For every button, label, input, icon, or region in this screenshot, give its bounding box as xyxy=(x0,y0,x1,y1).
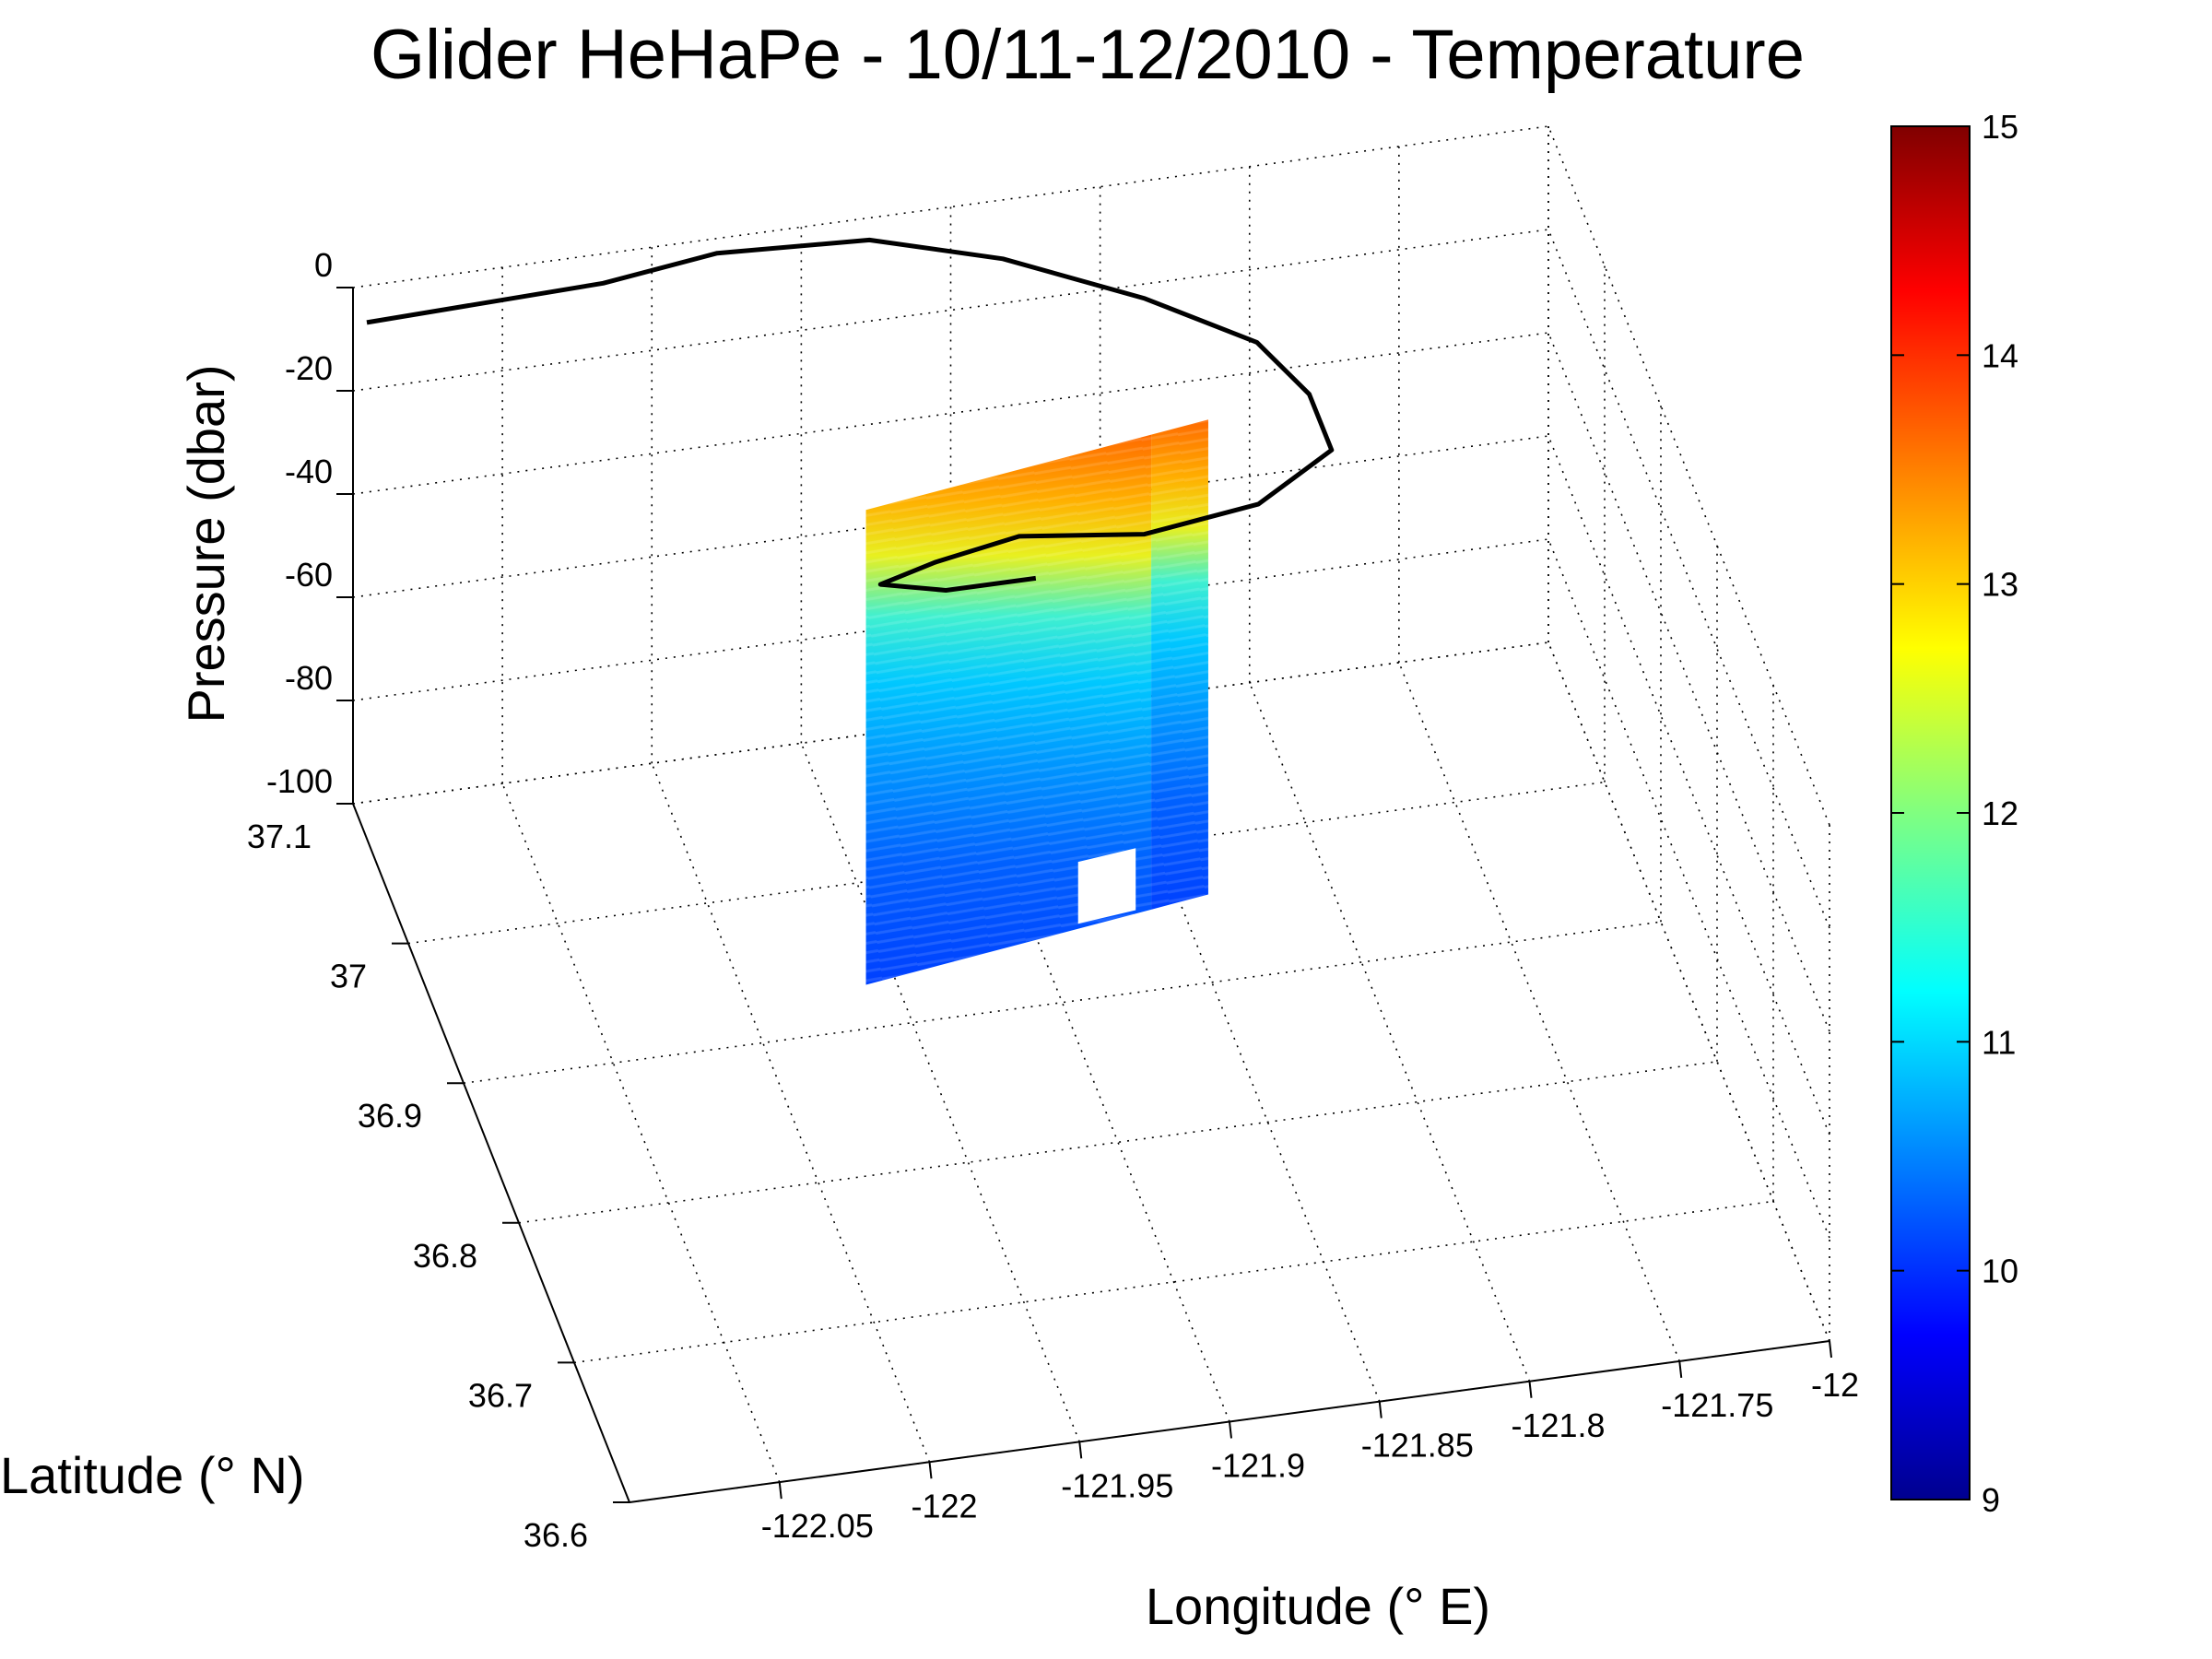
grid-line-floor-lon xyxy=(1249,682,1531,1382)
x-tick-label: -122 xyxy=(912,1487,978,1524)
y-axis-label: Latitude (° N) xyxy=(0,1446,305,1504)
z-tick-label: 0 xyxy=(314,246,333,284)
section-texture xyxy=(1151,419,1208,910)
grid-line-floor-lat xyxy=(518,1061,1718,1224)
temperature-section xyxy=(865,419,1208,985)
y-tick-label: 36.9 xyxy=(358,1097,422,1135)
x-tick-mark xyxy=(1229,1421,1232,1439)
grid-line-floor-lat xyxy=(463,921,1662,1084)
grid-line-right-z xyxy=(1547,332,1830,1032)
y-tick-label: 36.8 xyxy=(413,1237,477,1275)
z-tick-label: -40 xyxy=(285,453,333,490)
track-line xyxy=(366,237,1335,593)
grid-line-back-z xyxy=(352,538,1549,701)
colorbar-tick-label: 11 xyxy=(1982,1023,2016,1061)
z-tick-label: -100 xyxy=(266,762,333,800)
x-tick-mark xyxy=(1829,1340,1832,1359)
grid-line-back-z xyxy=(352,435,1549,598)
glider-track xyxy=(366,237,1335,593)
grid-line-floor-lon xyxy=(949,723,1230,1422)
y-tick-label: 37.1 xyxy=(247,818,312,855)
grid-line-right-z xyxy=(1547,125,1830,826)
grid-line-back-z xyxy=(352,641,1549,805)
colorbar-tick-label: 12 xyxy=(1982,794,2018,832)
x-tick-mark xyxy=(778,1482,782,1500)
section-gap xyxy=(1077,848,1136,924)
colorbar-tick-label: 14 xyxy=(1982,336,2018,374)
x-tick-mark xyxy=(928,1462,933,1479)
axes xyxy=(336,287,1832,1503)
z-axis-label: Pressure (dbar) xyxy=(177,364,235,723)
x-tick-mark xyxy=(1378,1401,1382,1418)
y-axis-line xyxy=(352,803,630,1503)
z-tick-label: -80 xyxy=(285,659,333,697)
x-tick-label: -122.05 xyxy=(761,1507,874,1545)
grid-line-back-z xyxy=(352,332,1549,495)
tick-labels: -122.05 -122 -121.95 -121.9 -121.85 -121.8 -12… xyxy=(247,246,1859,1554)
grid-line-floor-lon xyxy=(1398,662,1680,1362)
x-tick-label: -121.75 xyxy=(1661,1386,1773,1424)
section-texture xyxy=(865,434,1152,985)
grid-line-right-z xyxy=(1547,229,1830,929)
colorbar-tick-label: 13 xyxy=(1982,566,2018,604)
colorbar-tick-label: 9 xyxy=(1982,1481,2000,1519)
x-tick-mark xyxy=(1078,1441,1083,1459)
colorbar-tick-label: 15 xyxy=(1982,108,2018,146)
grid-line-floor-lon xyxy=(651,762,931,1463)
grid-line-back-z xyxy=(352,125,1549,288)
x-tick-label: -12 xyxy=(1811,1366,1859,1404)
x-axis-label: Longitude (° E) xyxy=(1146,1577,1490,1635)
z-tick-label: -60 xyxy=(285,556,333,594)
colorbar-tick-label: 10 xyxy=(1982,1253,2018,1290)
x-tick-mark xyxy=(1678,1360,1683,1378)
grid-line-right-z xyxy=(1547,435,1830,1135)
x-tick-mark xyxy=(1528,1381,1533,1398)
grid-line-back-z xyxy=(352,229,1549,392)
grid-line-floor-lon xyxy=(501,782,781,1483)
grid-line-floor-lon xyxy=(1099,702,1381,1402)
x-tick-label: -121.95 xyxy=(1061,1466,1173,1504)
grid-lines xyxy=(352,125,1830,1503)
grid-line-right-z xyxy=(1547,538,1830,1239)
x-tick-label: -121.85 xyxy=(1361,1427,1474,1465)
chart-title: Glider HeHaPe - 10/11-12/2010 - Temperat… xyxy=(371,16,1805,94)
y-tick-label: 36.6 xyxy=(524,1516,588,1554)
x-tick-label: -121.9 xyxy=(1211,1447,1305,1485)
x-tick-label: -121.8 xyxy=(1512,1406,1606,1444)
grid-line-floor-lon xyxy=(800,743,1080,1442)
y-tick-label: 36.7 xyxy=(468,1376,533,1414)
z-tick-label: -20 xyxy=(285,349,333,387)
grid-line-right-z xyxy=(1547,641,1830,1342)
y-tick-label: 37 xyxy=(330,958,367,995)
colorbar: 9 10 11 12 13 14 15 xyxy=(1890,108,2018,1519)
colorbar-ticks: 9 10 11 12 13 14 15 xyxy=(1891,108,2018,1519)
